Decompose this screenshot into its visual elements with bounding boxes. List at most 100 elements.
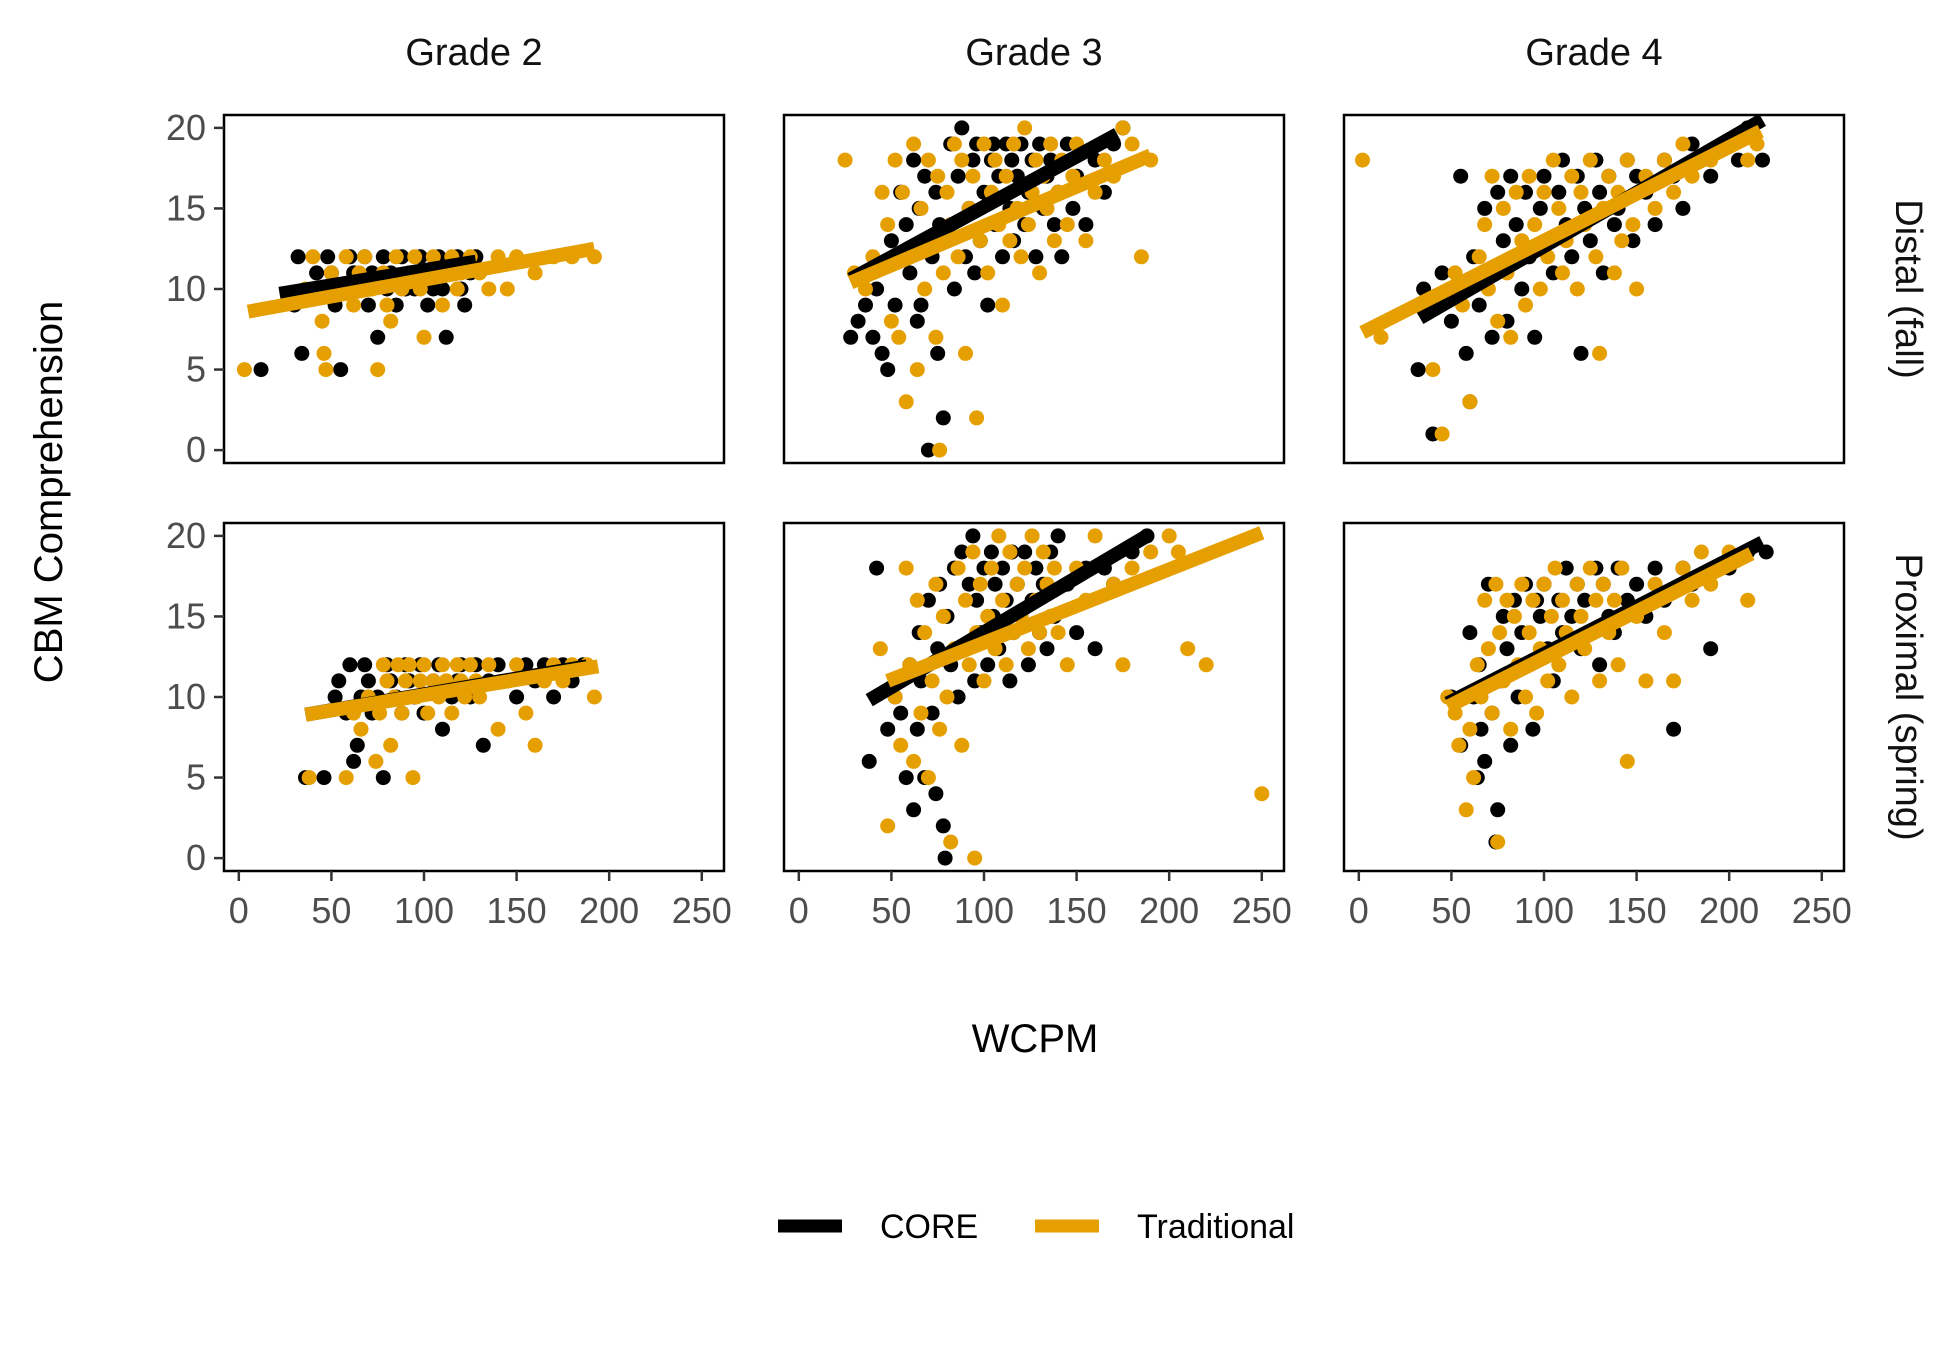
point-traditional-grade-2-proximal-spring-7	[375, 657, 391, 673]
point-traditional-grade-3-proximal-spring-25	[972, 576, 988, 592]
point-traditional-grade-4-distal-fall-6	[1462, 394, 1478, 410]
point-core-grade-4-distal-fall-36	[1595, 265, 1611, 281]
point-core-grade-2-proximal-spring-3	[331, 673, 347, 689]
facet-title-distal-fall: Distal (fall)	[1887, 199, 1929, 378]
x-tick-label-grade-2-proximal-spring-150: 150	[487, 890, 547, 931]
point-traditional-grade-2-distal-fall-32	[481, 281, 497, 297]
point-traditional-grade-4-distal-fall-33	[1592, 345, 1608, 361]
point-core-grade-2-distal-fall-37	[457, 297, 473, 313]
point-traditional-grade-3-distal-fall-59	[1096, 152, 1112, 168]
x-tick-label-grade-4-proximal-spring-100: 100	[1514, 890, 1574, 931]
point-core-grade-4-proximal-spring-44	[1647, 560, 1663, 576]
point-core-grade-3-proximal-spring-8	[909, 721, 925, 737]
point-core-grade-3-distal-fall-7	[880, 362, 896, 378]
point-traditional-grade-2-proximal-spring-15	[405, 770, 421, 786]
legend: CORE Traditional	[778, 1208, 1294, 1246]
point-traditional-grade-4-proximal-spring-37	[1588, 592, 1604, 608]
point-traditional-grade-3-distal-fall-12	[906, 136, 922, 152]
point-traditional-grade-4-proximal-spring-36	[1582, 560, 1598, 576]
point-traditional-grade-3-distal-fall-8	[891, 329, 907, 345]
point-traditional-grade-2-distal-fall-11	[357, 249, 373, 265]
point-traditional-grade-3-proximal-spring-45	[1046, 560, 1062, 576]
point-traditional-grade-4-distal-fall-46	[1675, 136, 1691, 152]
point-traditional-grade-3-distal-fall-47	[1032, 265, 1048, 281]
point-traditional-grade-4-distal-fall-27	[1564, 168, 1580, 184]
point-traditional-grade-4-distal-fall-14	[1503, 329, 1519, 345]
point-core-grade-3-proximal-spring-17	[935, 818, 951, 834]
point-traditional-grade-4-distal-fall-29	[1573, 184, 1589, 200]
point-traditional-grade-4-distal-fall-11	[1490, 313, 1506, 329]
point-traditional-grade-2-proximal-spring-17	[412, 673, 428, 689]
plot-area-grade-2-distal-fall	[236, 241, 602, 378]
point-traditional-grade-4-distal-fall-17	[1518, 297, 1533, 313]
point-traditional-grade-3-distal-fall-58	[1087, 184, 1103, 200]
point-traditional-grade-2-proximal-spring-24	[444, 705, 460, 721]
point-traditional-grade-4-distal-fall-20	[1532, 281, 1548, 297]
point-traditional-grade-4-distal-fall-15	[1508, 184, 1524, 200]
point-traditional-grade-2-distal-fall-13	[370, 362, 386, 378]
facet-title-grade-4: Grade 4	[1525, 32, 1662, 74]
point-traditional-grade-4-distal-fall-18	[1521, 168, 1537, 184]
point-core-grade-2-proximal-spring-25	[435, 721, 450, 737]
point-traditional-grade-3-distal-fall-21	[935, 265, 951, 281]
point-core-grade-3-proximal-spring-14	[928, 786, 944, 802]
point-core-grade-3-proximal-spring-1	[869, 560, 885, 576]
point-core-grade-3-distal-fall-0	[843, 329, 859, 345]
y-tick-label-grade-2-distal-fall-10: 10	[166, 268, 206, 309]
point-traditional-grade-3-distal-fall-9	[895, 184, 910, 200]
point-core-grade-3-proximal-spring-23	[954, 544, 970, 560]
point-traditional-grade-4-distal-fall-10	[1484, 168, 1500, 184]
point-core-grade-4-distal-fall-29	[1564, 249, 1580, 265]
point-core-grade-3-distal-fall-58	[1054, 249, 1070, 265]
point-traditional-grade-4-proximal-spring-13	[1492, 625, 1508, 641]
point-traditional-grade-2-distal-fall-9	[346, 297, 362, 313]
point-core-grade-3-distal-fall-44	[1004, 152, 1020, 168]
x-tick-label-grade-3-proximal-spring-50: 50	[871, 890, 911, 931]
point-traditional-grade-2-proximal-spring-9	[383, 737, 399, 753]
point-traditional-grade-3-distal-fall-44	[1020, 217, 1036, 233]
point-traditional-grade-3-distal-fall-33	[980, 265, 996, 281]
point-core-grade-2-proximal-spring-10	[360, 673, 376, 689]
point-traditional-grade-4-proximal-spring-49	[1666, 673, 1682, 689]
point-core-grade-3-distal-fall-27	[950, 168, 966, 184]
point-core-grade-4-distal-fall-14	[1495, 233, 1511, 249]
point-traditional-grade-4-distal-fall-8	[1477, 217, 1493, 233]
point-traditional-grade-2-proximal-spring-8	[379, 673, 395, 689]
point-traditional-grade-2-distal-fall-34	[499, 281, 515, 297]
point-traditional-grade-4-proximal-spring-10	[1484, 705, 1500, 721]
panel-grade-3-distal-fall	[782, 113, 1286, 465]
point-core-grade-3-distal-fall-11	[898, 217, 914, 233]
point-core-grade-4-distal-fall-13	[1490, 184, 1506, 200]
y-tick-label-grade-2-distal-fall-0: 0	[186, 429, 206, 470]
point-traditional-grade-4-proximal-spring-30	[1555, 592, 1570, 608]
point-traditional-grade-3-proximal-spring-42	[1035, 544, 1051, 560]
point-traditional-grade-3-distal-fall-19	[930, 168, 946, 184]
point-core-grade-4-distal-fall-9	[1471, 297, 1487, 313]
point-traditional-grade-4-proximal-spring-4	[1462, 721, 1478, 737]
point-core-grade-4-proximal-spring-29	[1558, 560, 1574, 576]
point-traditional-grade-4-proximal-spring-19	[1514, 576, 1530, 592]
x-tick-label-grade-2-proximal-spring-200: 200	[579, 890, 639, 931]
point-core-grade-4-proximal-spring-13	[1495, 608, 1511, 624]
point-traditional-grade-3-proximal-spring-54	[1143, 544, 1159, 560]
point-traditional-grade-3-distal-fall-0	[837, 152, 853, 168]
point-traditional-grade-3-proximal-spring-23	[967, 850, 983, 866]
point-traditional-grade-4-proximal-spring-44	[1619, 753, 1635, 769]
point-traditional-grade-3-proximal-spring-22	[965, 544, 981, 560]
point-traditional-grade-2-distal-fall-28	[449, 281, 465, 297]
point-traditional-grade-4-proximal-spring-34	[1573, 608, 1589, 624]
point-traditional-grade-3-proximal-spring-8	[913, 705, 929, 721]
point-core-grade-4-proximal-spring-46	[1666, 721, 1682, 737]
point-traditional-grade-3-distal-fall-24	[946, 136, 962, 152]
point-traditional-grade-3-proximal-spring-26	[976, 673, 992, 689]
point-core-grade-3-proximal-spring-56	[1087, 641, 1103, 657]
point-core-grade-4-distal-fall-26	[1551, 184, 1567, 200]
point-traditional-grade-4-proximal-spring-11	[1488, 576, 1504, 592]
point-traditional-grade-3-proximal-spring-55	[1161, 528, 1177, 544]
point-traditional-grade-3-proximal-spring-31	[995, 592, 1010, 608]
fit-line-traditional-grade-2-proximal-spring	[304, 659, 600, 722]
point-traditional-grade-4-proximal-spring-6	[1469, 657, 1485, 673]
point-core-grade-3-distal-fall-21	[930, 345, 946, 361]
